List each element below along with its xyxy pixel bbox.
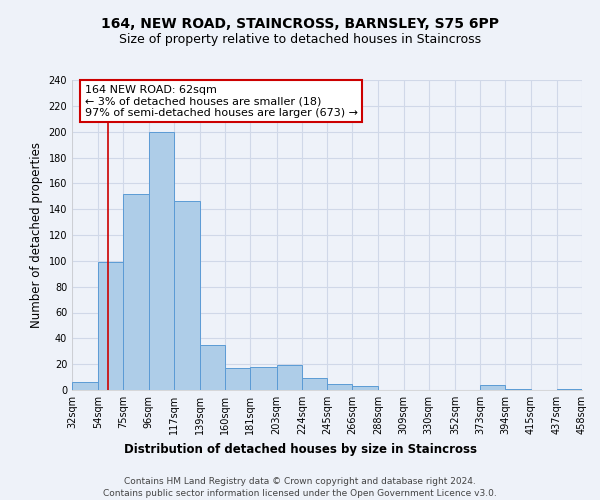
Bar (72, 382, 98, 390)
Bar (480, 385, 505, 390)
Bar (327, 384, 352, 390)
Bar (277, 366, 302, 390)
Bar (149, 132, 174, 390)
Bar (302, 378, 327, 390)
Bar (505, 388, 530, 390)
Text: Contains HM Land Registry data © Crown copyright and database right 2024.: Contains HM Land Registry data © Crown c… (124, 478, 476, 486)
Bar (557, 388, 582, 390)
Text: Contains public sector information licensed under the Open Government Licence v3: Contains public sector information licen… (103, 489, 497, 498)
Bar (225, 368, 250, 390)
Text: 164, NEW ROAD, STAINCROSS, BARNSLEY, S75 6PP: 164, NEW ROAD, STAINCROSS, BARNSLEY, S75… (101, 18, 499, 32)
Bar (98, 262, 124, 390)
Bar (250, 367, 277, 390)
Bar (174, 202, 200, 390)
Bar (200, 345, 225, 390)
Bar (352, 386, 379, 390)
Text: Size of property relative to detached houses in Staincross: Size of property relative to detached ho… (119, 32, 481, 46)
Y-axis label: Number of detached properties: Number of detached properties (30, 142, 43, 328)
Text: Distribution of detached houses by size in Staincross: Distribution of detached houses by size … (124, 442, 476, 456)
Bar (124, 194, 149, 390)
Text: 164 NEW ROAD: 62sqm
← 3% of detached houses are smaller (18)
97% of semi-detache: 164 NEW ROAD: 62sqm ← 3% of detached hou… (85, 84, 358, 118)
